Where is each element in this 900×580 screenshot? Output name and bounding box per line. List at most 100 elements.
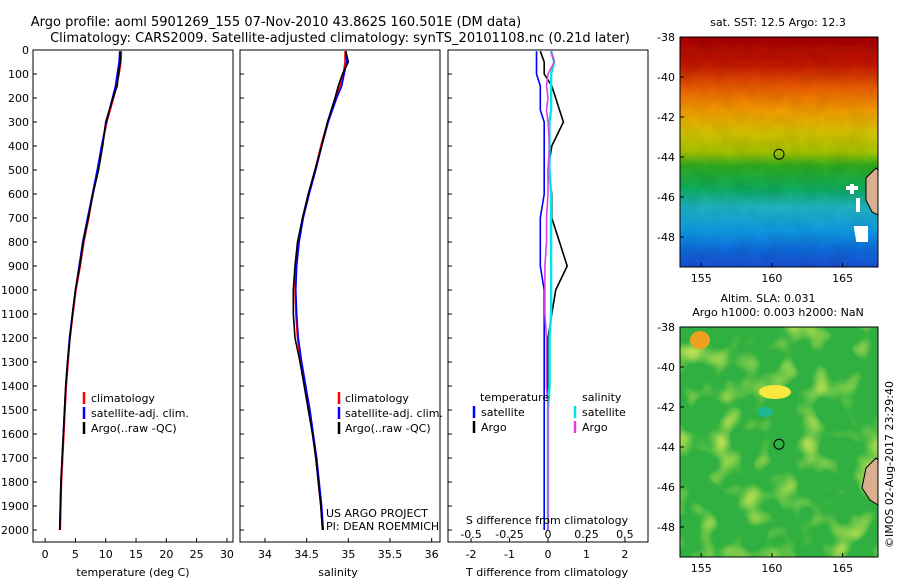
map-xtick-label: 155 — [691, 562, 712, 575]
ytick-label: 100 — [8, 68, 29, 81]
difference-panel: -2 -1 0 1 2 -0.5 -0.25 0 0.25 0.5 T difference fr… — [447, 49, 649, 579]
temperature-axes — [32, 49, 234, 543]
difference-x2label: S difference from climatology — [466, 514, 629, 527]
map-ytick-label: -46 — [657, 191, 675, 204]
difference-series-3 — [544, 50, 556, 530]
sla-high-anomaly — [759, 385, 791, 399]
ytick-label: 600 — [8, 188, 29, 201]
project-annotation: US ARGO PROJECT — [326, 507, 428, 520]
xtick-label: 20 — [159, 548, 173, 561]
difference-lines — [535, 50, 569, 530]
xtick-label: 15 — [129, 548, 143, 561]
ytick-label: 700 — [8, 212, 29, 225]
salinity-panel: 34 34.5 35 35.5 36 salinity climatology sate… — [239, 49, 443, 579]
credit-stamp: ©IMOS 02-Aug-2017 23:29:40 — [883, 381, 896, 548]
salinity-axes — [239, 49, 441, 543]
x2tick-label: -0.5 — [460, 528, 481, 541]
xtick-label: 10 — [99, 548, 113, 561]
sla-argo-location-marker — [773, 438, 785, 450]
xtick-label: 5 — [72, 548, 79, 561]
legend-argo: Argo(..raw -QC) — [91, 422, 177, 435]
temperature-series-2 — [58, 51, 122, 531]
ytick-label: 1700 — [1, 452, 29, 465]
xtick-label: 35 — [341, 548, 355, 561]
legend-t-satellite: satellite — [481, 406, 525, 419]
ytick-label: 0 — [22, 44, 29, 57]
legend-climatology: climatology — [91, 392, 155, 405]
difference-xlabel: T difference from climatology — [465, 566, 628, 579]
map-xtick-label: 160 — [761, 562, 782, 575]
ytick-label: 800 — [8, 236, 29, 249]
legend-s-argo: Argo — [582, 421, 608, 434]
legend-climatology: climatology — [345, 392, 409, 405]
map-ytick-label: -40 — [657, 71, 675, 84]
sst-texture — [680, 37, 878, 267]
x2tick-label: 0.25 — [574, 528, 599, 541]
xtick-label: 34 — [258, 548, 272, 561]
map-xtick-label: 155 — [691, 272, 712, 285]
difference-legend: temperature satellite Argo salinity sate… — [472, 391, 626, 434]
ytick-label: 2000 — [1, 524, 29, 537]
temperature-legend: climatology satellite-adj. clim. Argo(..… — [82, 392, 189, 435]
legend-s-satellite: satellite — [582, 406, 626, 419]
xtick-label: 0 — [42, 548, 49, 561]
map-xtick-label: 165 — [832, 272, 853, 285]
title-line2: Climatology: CARS2009. Satellite-adjuste… — [50, 31, 630, 46]
legend-satellite: satellite-adj. clim. — [91, 407, 189, 420]
salinity-series-2 — [292, 51, 350, 531]
pi-annotation: PI: DEAN ROEMMICH — [326, 520, 439, 533]
map-ytick-label: -38 — [657, 31, 675, 44]
temperature-ticks: 0100200300400500600700800900100011001200… — [1, 44, 234, 561]
map-ytick-label: -48 — [657, 521, 675, 534]
ytick-label: 1100 — [1, 308, 29, 321]
legend-temperature-title: temperature — [480, 391, 549, 404]
xtick-label: 34.5 — [294, 548, 319, 561]
sst-map-title: sat. SST: 12.5 Argo: 12.3 — [710, 16, 846, 29]
ytick-label: 1200 — [1, 332, 29, 345]
xtick-label: 25 — [190, 548, 204, 561]
legend-satellite: satellite-adj. clim. — [345, 407, 443, 420]
map-ytick-label: -48 — [657, 231, 675, 244]
ytick-label: 300 — [8, 116, 29, 129]
salinity-legend: climatology satellite-adj. clim. Argo(..… — [337, 392, 443, 435]
ytick-label: 500 — [8, 164, 29, 177]
map-xtick-label: 165 — [832, 562, 853, 575]
sst-map-ticks: -38 -40 -42 -44 -46 -48 155 160 165 — [657, 31, 853, 285]
map-ytick-label: -38 — [657, 321, 675, 334]
salinity-xlabel: salinity — [318, 566, 358, 579]
xtick-label: -2 — [466, 548, 477, 561]
legend-salinity-title: salinity — [582, 391, 622, 404]
map-xtick-label: 160 — [761, 272, 782, 285]
sla-map-subtitle: Argo h1000: 0.003 h2000: NaN — [692, 306, 864, 319]
legend-t-argo: Argo — [481, 421, 507, 434]
ytick-label: 200 — [8, 92, 29, 105]
sla-map-ticks: -38 -40 -42 -44 -46 -48 155 160 165 — [657, 321, 853, 575]
sst-map-frame — [679, 36, 879, 268]
sst-argo-location-marker — [773, 148, 785, 160]
map-ytick-label: -42 — [657, 401, 675, 414]
map-ytick-label: -44 — [657, 151, 675, 164]
sst-map-panel: sat. SST: 12.5 Argo: 12.3 — [657, 16, 879, 285]
sla-map-panel: Altim. SLA: 0.031 Argo h1000: 0.003 h200… — [657, 292, 879, 575]
xtick-label: 0 — [545, 548, 552, 561]
xtick-label: 30 — [220, 548, 234, 561]
ytick-label: 1600 — [1, 428, 29, 441]
difference-ticks: -2 -1 0 1 2 -0.5 -0.25 0 0.25 0.5 — [448, 49, 634, 561]
xtick-label: 2 — [621, 548, 628, 561]
difference-series-0 — [535, 51, 546, 530]
ytick-label: 1800 — [1, 476, 29, 489]
map-ytick-label: -42 — [657, 111, 675, 124]
sla-peak-anomaly — [690, 331, 710, 349]
sla-low-anomaly — [757, 407, 773, 417]
map-ytick-label: -46 — [657, 481, 675, 494]
sst-missing-data — [846, 184, 868, 242]
x2tick-label: 0 — [545, 528, 552, 541]
ytick-label: 1900 — [1, 500, 29, 513]
legend-argo: Argo(..raw -QC) — [345, 422, 431, 435]
x2tick-label: 0.5 — [616, 528, 634, 541]
sla-map-frame — [679, 326, 879, 558]
temperature-xlabel: temperature (deg C) — [76, 566, 189, 579]
temperature-panel: 0100200300400500600700800900100011001200… — [1, 44, 234, 579]
xtick-label: 36 — [425, 548, 439, 561]
